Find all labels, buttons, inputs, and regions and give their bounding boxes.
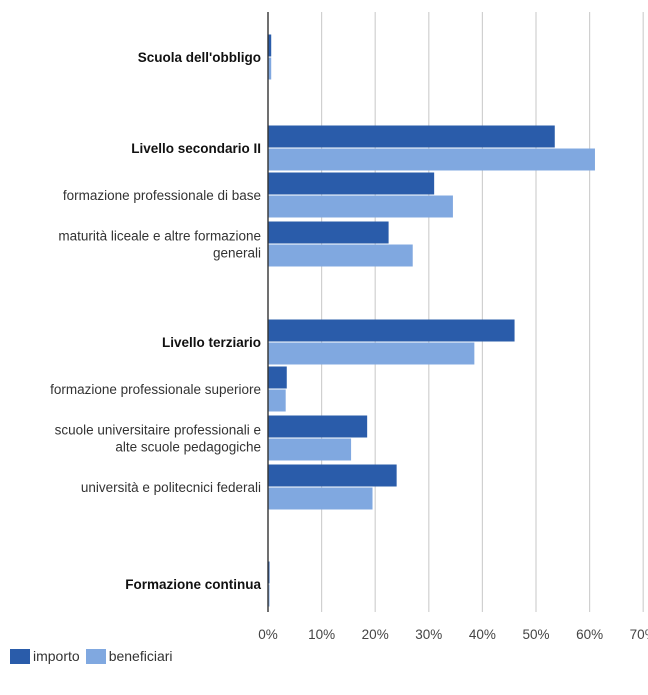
bar-importo [268, 125, 555, 148]
legend-label-beneficiari: beneficiari [108, 648, 173, 664]
grid-lines [321, 12, 644, 612]
legend-item-importo: importo [10, 648, 80, 664]
bar-importo [268, 464, 397, 487]
bar-beneficiari [268, 487, 373, 510]
bar-chart: Scuola dell'obbligo Livello secondario II… [50, 12, 648, 640]
legend-swatch-importo [10, 648, 30, 664]
category-label: formazione professionale superiore [50, 382, 261, 397]
bar-importo [268, 34, 272, 57]
bar-importo [268, 366, 287, 389]
category-label: scuole universitaire professionali e alte… [55, 423, 261, 455]
bar-importo [268, 221, 389, 244]
x-tick-label: 70% [630, 627, 648, 640]
bar-beneficiari [268, 148, 595, 171]
legend-label-importo: importo [33, 648, 80, 664]
x-tick-label: 0% [258, 627, 278, 640]
x-tick-label: 40% [469, 627, 496, 640]
category-labels: Scuola dell'obbligo Livello secondario II… [50, 50, 261, 592]
bar-beneficiari [268, 438, 352, 461]
bar-beneficiari [268, 57, 272, 80]
category-label: Livello secondario II [131, 141, 261, 156]
category-label: formazione professionale di base [63, 188, 261, 203]
bar-importo [268, 561, 270, 584]
legend: importo beneficiari [10, 648, 179, 664]
category-label: maturità liceale e altre formazione gener… [58, 229, 261, 261]
x-tick-label: 10% [308, 627, 335, 640]
bar-beneficiari [268, 244, 413, 267]
x-tick-label: 50% [522, 627, 549, 640]
bar-beneficiari [268, 389, 286, 412]
bar-beneficiari [268, 584, 270, 607]
legend-item-beneficiari: beneficiari [85, 648, 173, 664]
bar-beneficiari [268, 342, 475, 365]
x-tick-label: 30% [415, 627, 442, 640]
x-tick-label: 20% [362, 627, 389, 640]
category-label: Scuola dell'obbligo [138, 50, 261, 65]
x-tick-labels: 0% 10% 20% 30% 40% 50% 60% 70% [258, 627, 648, 640]
x-tick-label: 60% [576, 627, 603, 640]
bar-beneficiari [268, 195, 453, 218]
bars [268, 34, 595, 607]
bar-importo [268, 415, 368, 438]
bar-importo [268, 172, 435, 195]
bar-importo [268, 319, 515, 342]
category-label: Formazione continua [125, 577, 261, 592]
legend-swatch-beneficiari [85, 648, 106, 664]
category-label: Livello terziario [162, 335, 261, 350]
category-label: università e politecnici federali [81, 480, 261, 495]
